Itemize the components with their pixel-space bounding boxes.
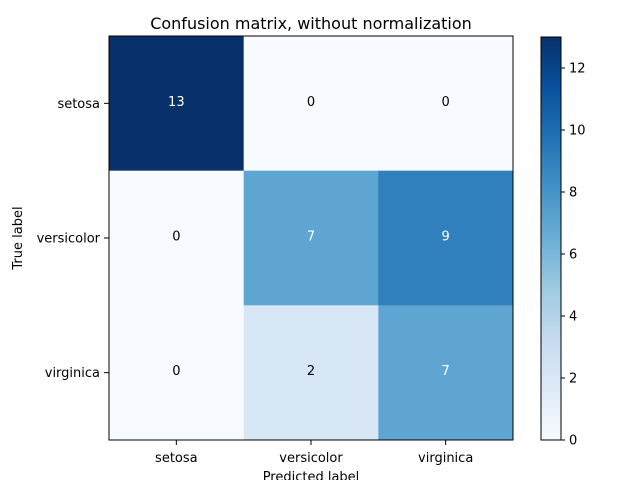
cell-value-label: 7 <box>442 364 450 379</box>
x-tick-label: setosa <box>155 451 198 466</box>
heatmap-cell <box>243 36 379 172</box>
colorbar-tick-label: 0 <box>569 434 577 449</box>
y-axis-ticks: setosa versicolor virginica <box>37 97 109 381</box>
cell-value-label: 0 <box>307 95 315 110</box>
heatmap-cell <box>243 170 379 306</box>
heatmap-cell <box>378 36 514 172</box>
heatmap-cell <box>109 170 245 306</box>
colorbar-tick-label: 8 <box>569 186 577 201</box>
cell-value-label: 2 <box>307 364 315 379</box>
heatmap-cell <box>378 305 514 441</box>
cell-value-label: 13 <box>168 95 185 110</box>
heatmap-cells <box>109 36 514 441</box>
y-tick-label: versicolor <box>37 232 101 247</box>
cell-value-label: 0 <box>172 364 180 379</box>
x-tick-label: virginica <box>418 451 473 466</box>
colorbar-tick-label: 12 <box>569 62 586 77</box>
heatmap-cell-labels: 13 0 0 0 7 9 0 2 7 <box>168 95 450 379</box>
y-axis-label: True label <box>11 206 26 270</box>
colorbar-tick-label: 6 <box>569 248 577 263</box>
colorbar <box>540 36 562 441</box>
colorbar-tick-label: 10 <box>569 124 586 139</box>
x-tick-label: versicolor <box>279 451 343 466</box>
heatmap-cell <box>109 36 245 172</box>
y-tick-label: setosa <box>57 97 100 112</box>
cell-value-label: 9 <box>442 230 450 245</box>
y-tick-label: virginica <box>45 366 100 381</box>
cell-value-label: 0 <box>172 230 180 245</box>
heatmap-cell <box>243 305 379 441</box>
colorbar-tick-label: 4 <box>569 310 577 325</box>
cell-value-label: 7 <box>307 230 315 245</box>
heatmap-cell <box>109 305 245 441</box>
cell-value-label: 0 <box>442 95 450 110</box>
x-axis-label: Predicted label <box>263 470 360 480</box>
colorbar-tick-label: 2 <box>569 372 577 387</box>
colorbar-ticks: 0 2 4 6 8 10 12 <box>561 62 586 449</box>
x-axis-ticks: setosa versicolor virginica <box>155 440 473 466</box>
chart-title: Confusion matrix, without normalization <box>150 14 472 33</box>
heatmap-cell <box>378 170 514 306</box>
